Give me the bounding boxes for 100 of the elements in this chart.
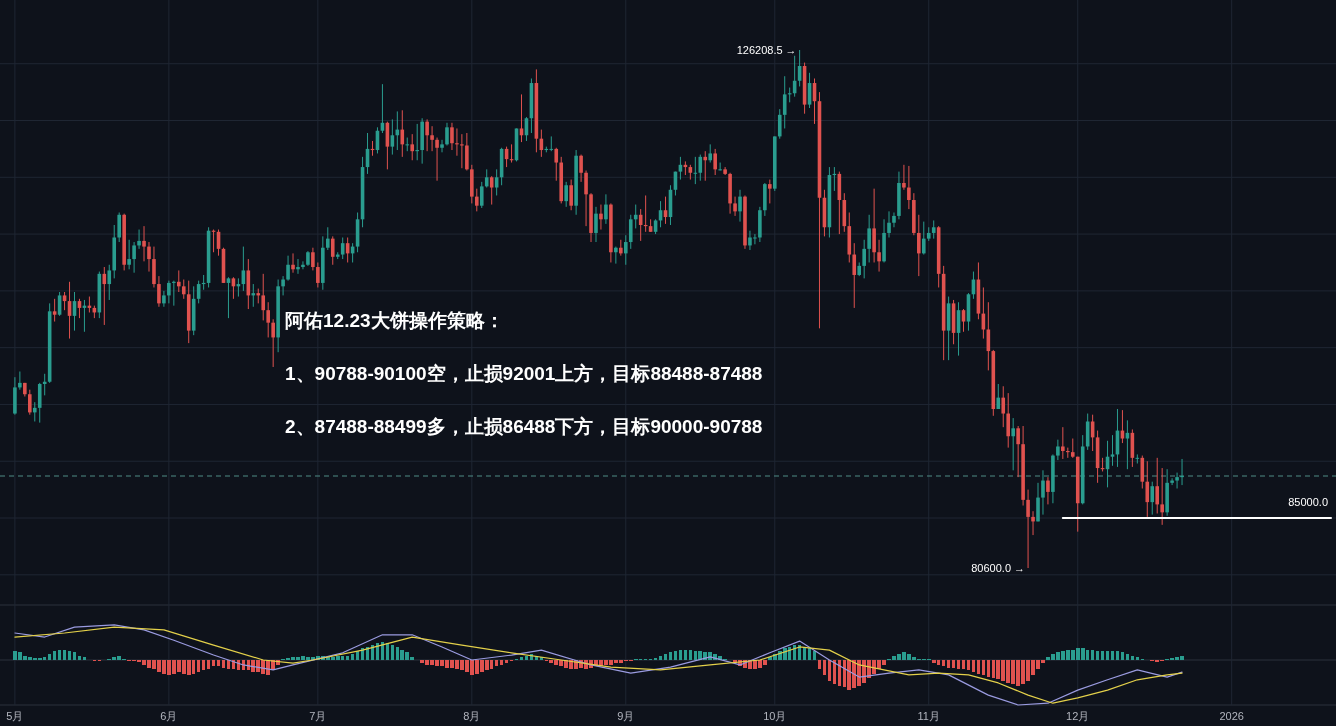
x-tick-label: 10月 xyxy=(763,710,787,722)
candlestick xyxy=(892,212,896,228)
bar xyxy=(484,660,489,671)
candlestick xyxy=(1160,467,1164,526)
candlestick xyxy=(400,109,405,158)
candlestick xyxy=(177,269,181,293)
candlestick xyxy=(415,123,419,161)
bar xyxy=(1080,647,1085,660)
candlestick xyxy=(1170,477,1174,486)
candlestick xyxy=(852,242,857,309)
candlestick xyxy=(564,181,568,208)
candlestick xyxy=(907,165,911,210)
x-tick-label: 7月 xyxy=(309,710,327,722)
candlestick xyxy=(862,239,866,279)
candlestick xyxy=(266,301,270,338)
candlestick xyxy=(430,125,434,152)
candlestick xyxy=(251,283,256,308)
candlestick xyxy=(604,193,608,225)
candlestick xyxy=(579,154,583,183)
candlestick xyxy=(425,118,429,152)
candlestick xyxy=(554,147,559,182)
candlestick xyxy=(718,162,722,171)
candlestick xyxy=(1125,419,1130,470)
candlestick xyxy=(996,383,1001,410)
candlestick xyxy=(614,246,618,265)
candlestick xyxy=(931,219,936,240)
candlestick xyxy=(599,204,603,231)
candlestick xyxy=(703,150,708,182)
candlestick xyxy=(142,225,146,262)
x-tick-label: 9月 xyxy=(617,710,635,722)
candlestick xyxy=(738,189,742,223)
candlestick xyxy=(52,298,57,323)
candlestick xyxy=(1011,417,1015,471)
candlestick xyxy=(181,279,186,300)
candlestick xyxy=(117,212,121,243)
candlestick xyxy=(867,214,871,263)
candlestick xyxy=(102,266,107,326)
candlestick xyxy=(708,143,713,164)
candlestick xyxy=(445,122,449,146)
annotation: 阿佑12.23大饼操作策略： xyxy=(285,310,504,331)
bar xyxy=(499,660,504,665)
candlestick xyxy=(440,139,444,153)
candlestick xyxy=(1041,469,1045,516)
candlestick xyxy=(733,196,737,217)
candlestick xyxy=(325,226,330,251)
x-tick-label: 6月 xyxy=(160,710,178,722)
bar xyxy=(996,660,1001,680)
x-tick-label: 12月 xyxy=(1066,710,1090,722)
candlestick xyxy=(291,252,295,274)
candlestick xyxy=(271,318,275,368)
candlestick xyxy=(172,280,176,307)
candlestick xyxy=(594,206,598,243)
candlestick xyxy=(698,154,703,182)
bar xyxy=(400,649,405,660)
candlestick xyxy=(286,255,290,282)
candlestick xyxy=(18,371,22,391)
bar xyxy=(186,660,191,675)
candlestick xyxy=(1180,458,1184,486)
candlestick xyxy=(316,261,320,288)
candlestick xyxy=(872,188,876,263)
annotation: 85000.0 xyxy=(1288,496,1328,509)
candlestick xyxy=(479,181,484,209)
candlestick xyxy=(1031,510,1035,536)
candlestick xyxy=(917,214,921,277)
candlestick xyxy=(484,168,489,189)
candlestick xyxy=(768,179,772,204)
candlestick xyxy=(474,188,479,212)
candlestick xyxy=(1061,426,1065,460)
candlestick xyxy=(777,108,782,140)
candlestick xyxy=(1036,482,1040,522)
candlestick xyxy=(465,132,469,171)
candlestick xyxy=(549,135,554,152)
candlestick xyxy=(311,247,315,271)
bar xyxy=(847,660,852,691)
candlestick xyxy=(162,290,166,308)
candlestick xyxy=(902,164,906,191)
candlestick xyxy=(877,239,881,273)
candlestick xyxy=(1145,460,1150,518)
bar xyxy=(549,660,554,664)
candlestick xyxy=(450,122,454,151)
candlestick xyxy=(132,241,136,274)
candlestick xyxy=(1155,457,1159,514)
candlestick xyxy=(1066,447,1070,459)
bar xyxy=(251,660,256,673)
candlestick xyxy=(1070,438,1075,459)
annotation: 1、90788-90100空，止损92001上方，目标88488-87488 xyxy=(285,363,763,384)
candlestick xyxy=(782,75,787,129)
candlestick xyxy=(1150,481,1155,516)
x-tick-label: 2026 xyxy=(1219,710,1244,722)
candlestick xyxy=(921,221,926,256)
candlestick xyxy=(127,239,131,270)
candlestick xyxy=(569,179,573,211)
candlestick xyxy=(455,127,459,157)
candlestick xyxy=(32,401,37,422)
candlestick xyxy=(37,382,42,424)
candlestick xyxy=(281,275,285,296)
bar xyxy=(936,660,941,665)
candlestick xyxy=(261,273,266,321)
candlestick xyxy=(623,234,628,266)
candlestick xyxy=(633,204,638,229)
